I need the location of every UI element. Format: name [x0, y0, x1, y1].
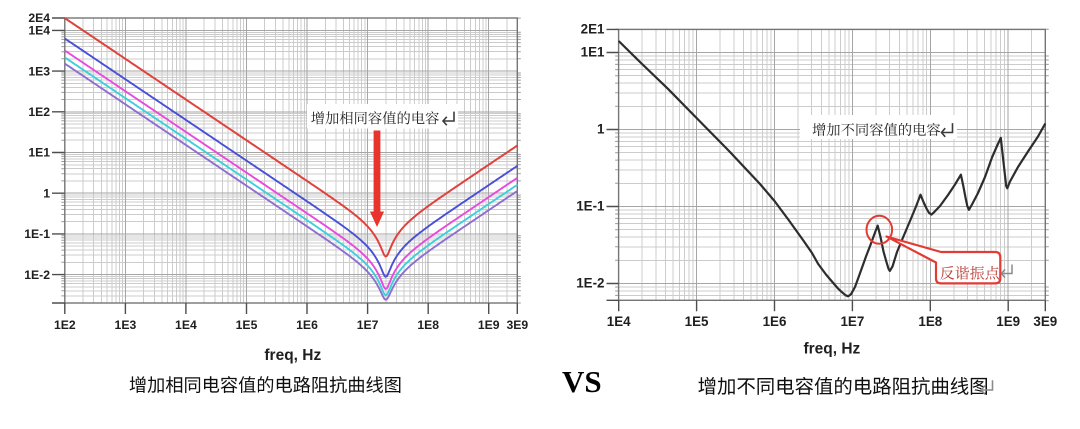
svg-text:1E1: 1E1	[581, 45, 605, 60]
svg-text:1E8: 1E8	[417, 318, 439, 332]
svg-text:1E9: 1E9	[996, 314, 1020, 329]
svg-text:3E9: 3E9	[506, 318, 528, 332]
svg-text:1E-2: 1E-2	[576, 276, 604, 291]
svg-text:1E8: 1E8	[918, 314, 942, 329]
svg-text:1E-2: 1E-2	[24, 268, 50, 282]
svg-text:1E3: 1E3	[115, 318, 137, 332]
svg-text:1E5: 1E5	[236, 318, 258, 332]
svg-text:VS: VS	[562, 364, 602, 399]
svg-text:1E3: 1E3	[28, 64, 50, 78]
svg-text:3E9: 3E9	[1033, 314, 1057, 329]
svg-text:1E7: 1E7	[840, 314, 864, 329]
svg-text:1E-1: 1E-1	[24, 227, 50, 241]
svg-text:1E6: 1E6	[296, 318, 318, 332]
svg-text:1: 1	[43, 186, 50, 200]
svg-text:1E2: 1E2	[28, 105, 50, 119]
svg-text:2E4: 2E4	[28, 11, 50, 25]
svg-text:1E6: 1E6	[763, 314, 787, 329]
svg-text:1E5: 1E5	[685, 314, 709, 329]
svg-text:1E4: 1E4	[175, 318, 197, 332]
svg-text:1E4: 1E4	[607, 314, 631, 329]
svg-text:freq, Hz: freq, Hz	[803, 341, 860, 358]
svg-text:1E4: 1E4	[28, 24, 50, 38]
svg-text:1E7: 1E7	[357, 318, 379, 332]
svg-text:1E2: 1E2	[54, 318, 76, 332]
svg-text:freq, Hz: freq, Hz	[264, 347, 321, 364]
svg-text:1E1: 1E1	[28, 146, 50, 160]
svg-text:1E-1: 1E-1	[576, 199, 605, 214]
svg-text:1E9: 1E9	[478, 318, 500, 332]
svg-text:2E1: 2E1	[581, 22, 605, 37]
svg-text:1: 1	[597, 122, 605, 137]
